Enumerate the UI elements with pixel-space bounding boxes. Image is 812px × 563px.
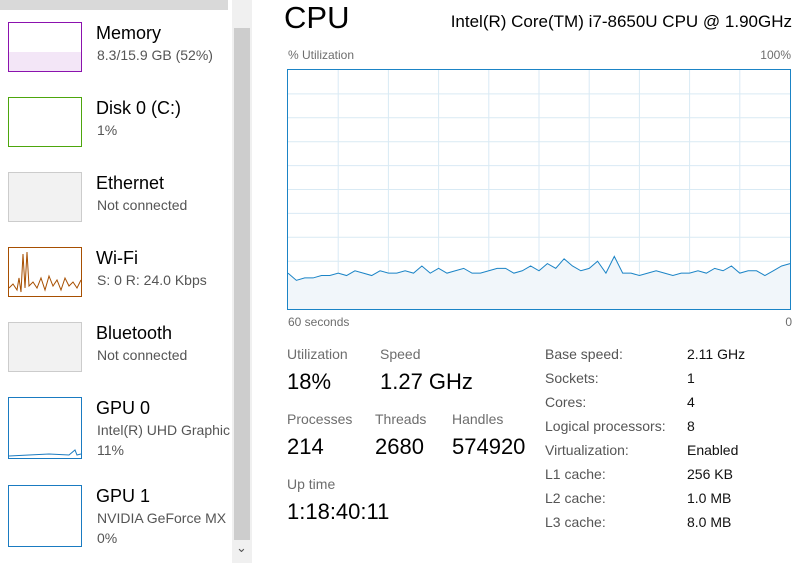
- cpu-title: CPU: [284, 0, 350, 35]
- item-detail: Not connected: [97, 197, 188, 213]
- wifi-mini-graph: [8, 251, 82, 293]
- stat-value: 574920: [452, 434, 526, 459]
- stat-label: Up time: [287, 476, 336, 492]
- item-title: Bluetooth: [96, 323, 173, 343]
- stat-value: 1:18:40:11: [287, 499, 390, 524]
- gpu-mini-graph: [8, 449, 82, 457]
- item-detail: 0%: [97, 530, 118, 546]
- graph-x-left: 60 seconds: [288, 315, 350, 329]
- item-title: Memory: [96, 23, 162, 43]
- detail-value: 1: [687, 370, 695, 386]
- item-detail: S: 0 R: 24.0 Kbps: [97, 272, 207, 288]
- graph-x-right: 0: [785, 315, 792, 329]
- item-graph: [8, 22, 82, 72]
- stat-label: Processes: [287, 411, 353, 427]
- item-graph: [8, 322, 82, 372]
- cpu-area: [288, 256, 790, 309]
- cpu-graph: [287, 69, 791, 310]
- item-title: GPU 0: [96, 398, 151, 418]
- scroll-thumb[interactable]: [234, 28, 250, 540]
- stat-label: Utilization: [287, 346, 348, 362]
- detail-label: Cores:: [545, 394, 587, 410]
- item-detail: 11%: [97, 442, 124, 458]
- detail-value: 8.0 MB: [687, 514, 732, 530]
- stat-label: Threads: [375, 411, 427, 427]
- stat-label: Handles: [452, 411, 504, 427]
- stat-value: 18%: [287, 369, 332, 394]
- cpu-line: [287, 255, 791, 281]
- item-title: Ethernet: [96, 173, 165, 193]
- detail-value: 4: [687, 394, 695, 410]
- item-graph: [8, 485, 82, 547]
- item-detail: 1%: [97, 122, 118, 138]
- stat-label: Speed: [380, 346, 421, 362]
- detail-value: 8: [687, 418, 695, 434]
- graph-border: [287, 69, 791, 310]
- item-title: Disk 0 (C:): [96, 98, 181, 118]
- detail-value: 1.0 MB: [687, 490, 732, 506]
- selected-item-edge: [0, 0, 228, 10]
- item-detail: 8.3/15.9 GB (52%): [97, 47, 213, 63]
- detail-value: 256 KB: [687, 466, 733, 482]
- item-graph: [8, 397, 82, 459]
- item-graph: [8, 172, 82, 222]
- item-graph: [8, 247, 82, 297]
- item-title: Wi-Fi: [96, 248, 138, 268]
- detail-label: Virtualization:: [545, 442, 629, 458]
- detail-value: Enabled: [687, 442, 739, 458]
- detail-value: 2.11 GHz: [687, 346, 746, 362]
- scrollbar[interactable]: ⌄: [232, 0, 252, 563]
- detail-label: Sockets:: [545, 370, 599, 386]
- item-detail: Not connected: [97, 347, 188, 363]
- detail-label: L1 cache:: [545, 466, 606, 482]
- item-detail: Intel(R) UHD Graphic: [97, 422, 231, 438]
- item-title: GPU 1: [96, 486, 151, 506]
- item-graph: [8, 97, 82, 147]
- detail-label: L3 cache:: [545, 514, 606, 530]
- graph-y-label: % Utilization: [288, 48, 355, 62]
- stat-value: 214: [287, 434, 324, 459]
- scroll-down[interactable]: ⌄: [236, 540, 247, 555]
- graph-y-max: 100%: [760, 48, 791, 62]
- detail-label: L2 cache:: [545, 490, 606, 506]
- stat-value: 2680: [375, 434, 424, 459]
- item-detail: NVIDIA GeForce MX: [97, 510, 227, 526]
- detail-label: Base speed:: [545, 346, 623, 362]
- cpu-model: Intel(R) Core(TM) i7-8650U CPU @ 1.90GHz: [450, 12, 792, 31]
- detail-label: Logical processors:: [545, 418, 666, 434]
- stat-value: 1.27 GHz: [380, 369, 473, 394]
